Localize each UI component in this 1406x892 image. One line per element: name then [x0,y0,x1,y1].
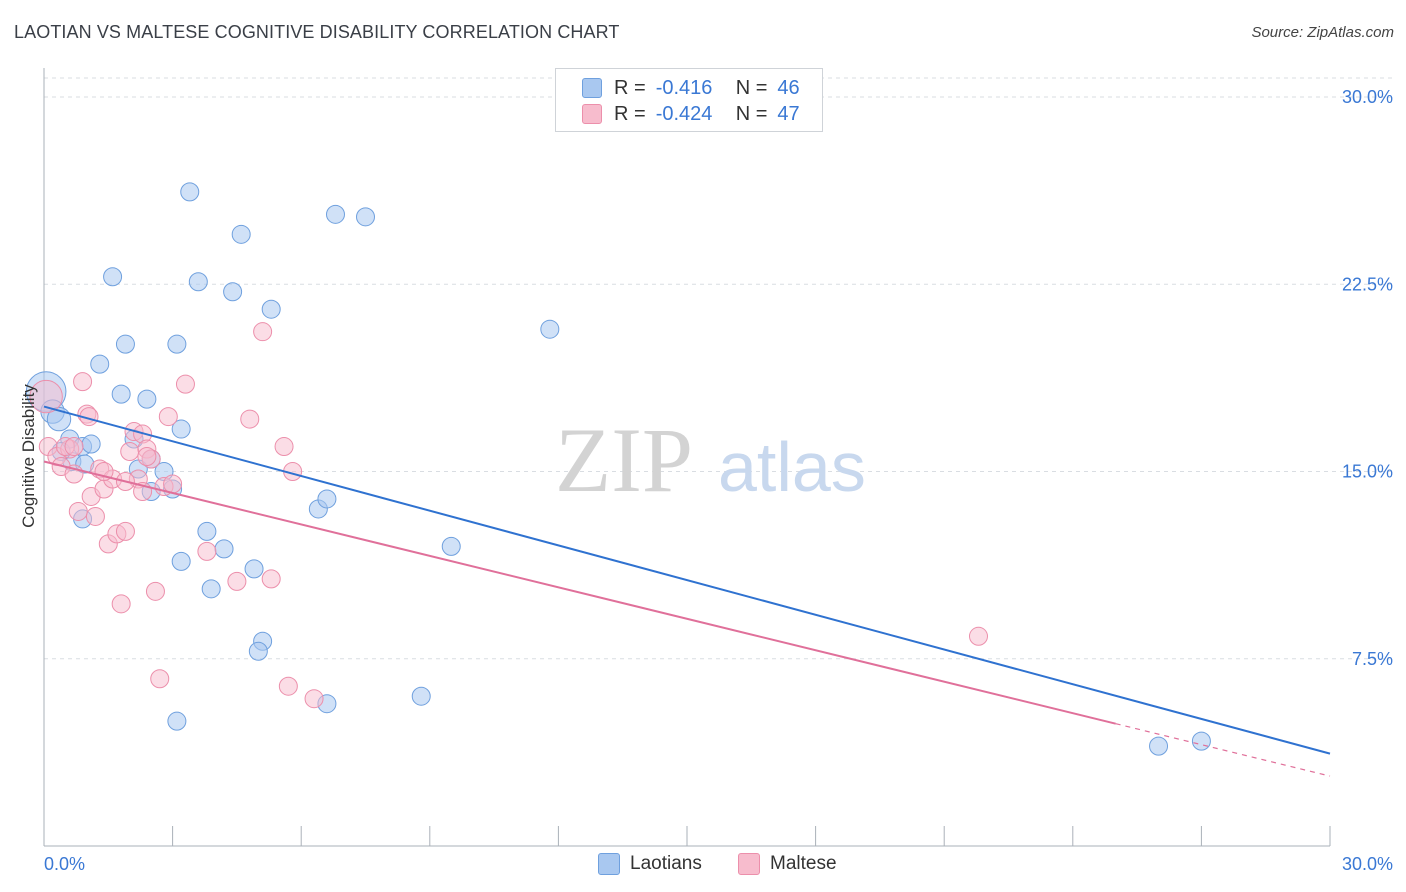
laotians-point [137,389,157,409]
maltese-point [158,407,178,427]
y-tick-label: 15.0% [1342,462,1393,482]
legend-r-label: R = [614,102,646,125]
watermark-zip: ZIP [555,409,693,511]
laotians-point [115,334,135,354]
laotians-point [1149,736,1169,756]
watermark: ZIP atlas [555,409,866,511]
source-label: Source: ZipAtlas.com [1251,24,1394,41]
legend-n-value: 46 [777,76,800,99]
laotians-point [325,204,345,224]
laotians-point [231,224,251,244]
maltese-point [227,571,247,591]
maltese-trend-line [43,460,1116,725]
laotians-point [441,536,461,556]
bottom-legend-maltese: Maltese [738,851,837,877]
maltese-point [29,379,63,414]
maltese-trend-extension [1115,723,1331,777]
laotians-point [171,551,191,571]
laotians-point [81,434,101,454]
maltese-point [111,594,131,614]
maltese-point [68,501,88,521]
laotians-point [180,182,200,202]
watermark-atlas: atlas [718,428,866,506]
maltese-point [73,372,93,392]
laotians-point [167,711,187,731]
maltese-point [150,669,170,689]
legend-n-label: N = [735,76,768,99]
laotians-point [214,539,234,559]
laotians-point [111,384,131,404]
laotians-point [197,521,217,541]
maltese-point [261,569,281,589]
y-tick-label: 22.5% [1342,274,1393,294]
legend-r-label: R = [614,76,646,99]
maltese-point [145,581,165,601]
y-tick-label: 30.0% [1342,87,1393,107]
laotians-point [261,299,281,319]
bottom-legend-laotians: Laotians [598,851,702,877]
correlation-legend: R = -0.416 N = 46 R = -0.424 N = 47 [555,68,823,132]
maltese-point [253,322,273,342]
legend-n-label: N = [735,102,768,125]
legend-row-laotians: R = -0.416 N = 46 [582,75,800,101]
x-tick-label: 0.0% [44,854,85,874]
laotians-swatch [582,78,602,98]
maltese-point [137,447,157,467]
maltese-point [64,437,84,457]
bottom-legend-maltese-label: Maltese [770,853,837,874]
laotians-point [244,559,264,579]
laotians-point [540,319,560,339]
legend-n-value: 47 [777,102,800,125]
maltese-point [85,506,105,526]
laotians-point [248,641,268,661]
bottom-legend-laotians-label: Laotians [630,853,702,874]
maltese-point [278,676,298,696]
tick-labels: 7.5% 15.0% 22.5% 30.0% 0.0% 30.0% [44,87,1393,874]
maltese-swatch [582,104,602,124]
maltese-point [163,474,183,494]
maltese-point [274,437,294,457]
chart-title: LAOTIAN VS MALTESE COGNITIVE DISABILITY … [14,22,620,42]
laotians-point [411,686,431,706]
trend-lines [43,405,1331,777]
maltese-point [240,409,260,429]
maltese-point [968,626,988,646]
laotians-point [188,272,208,292]
maltese-point [175,374,195,394]
laotians-point [171,419,191,439]
legend-r-value: -0.424 [655,102,713,125]
maltese-point [120,442,140,462]
maltese-point [304,689,324,709]
legend-r-value: -0.416 [655,76,713,99]
laotians-trend-line [43,405,1331,755]
laotians-point [90,354,110,374]
laotians-point [317,489,337,509]
laotians-point [1191,731,1211,751]
laotians-swatch [598,853,620,875]
laotians-point [103,267,123,287]
maltese-point [197,541,217,561]
y-axis-label: Cognitive Disability [19,384,38,528]
axes [43,68,1331,847]
laotians-point [201,579,221,599]
laotians-point [167,334,187,354]
maltese-swatch [738,853,760,875]
x-tick-label: 30.0% [1342,854,1393,874]
legend-row-maltese: R = -0.424 N = 47 [582,101,800,127]
laotians-point [356,207,375,227]
y-tick-label: 7.5% [1352,649,1393,669]
maltese-point [115,521,135,541]
maltese-points [29,322,988,709]
laotians-point [223,282,243,302]
